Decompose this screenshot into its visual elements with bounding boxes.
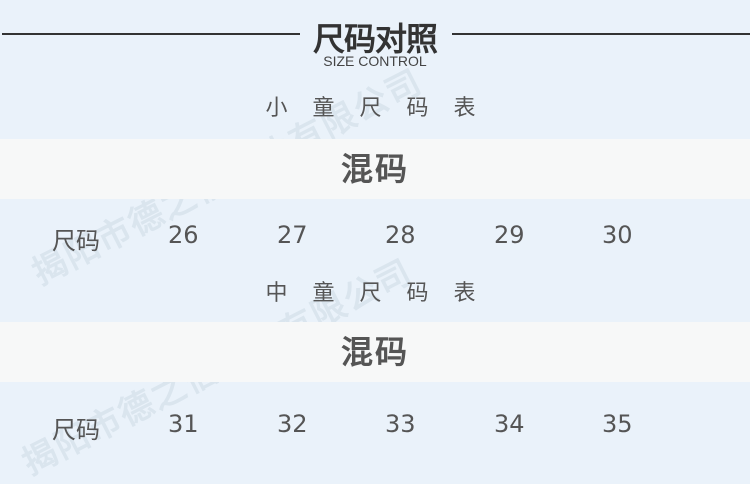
row-label: 尺码 (52, 416, 100, 444)
size-cell: 28 (385, 221, 416, 249)
size-cell: 32 (277, 410, 308, 438)
table-title: 中 童 尺 码 表 (265, 281, 485, 306)
row-label: 尺码 (52, 227, 100, 255)
size-cell: 33 (385, 410, 416, 438)
size-cell: 27 (277, 221, 308, 249)
table-row: 尺码 31 32 33 34 35 (0, 410, 750, 450)
size-cell: 34 (494, 410, 525, 438)
size-cell: 31 (168, 410, 199, 438)
divider-left (2, 33, 300, 35)
size-cell: 29 (494, 221, 525, 249)
table-title: 小 童 尺 码 表 (265, 96, 485, 121)
size-cell: 26 (168, 221, 199, 249)
page-title: 尺码对照 (0, 14, 750, 60)
divider-right (452, 33, 750, 35)
size-type-band: 混码 (0, 139, 750, 199)
page-subtitle: SIZE CONTROL (323, 53, 427, 69)
size-cell: 35 (602, 410, 633, 438)
table-row: 尺码 26 27 28 29 30 (0, 221, 750, 261)
size-type-band: 混码 (0, 322, 750, 382)
size-cell: 30 (602, 221, 633, 249)
